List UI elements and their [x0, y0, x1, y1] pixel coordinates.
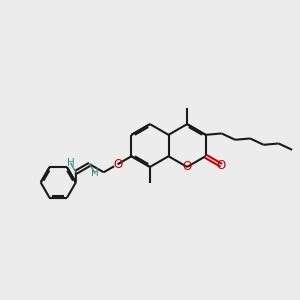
- Text: H: H: [67, 158, 74, 168]
- Text: H: H: [91, 168, 99, 178]
- Text: O: O: [217, 159, 226, 172]
- Text: O: O: [182, 160, 192, 173]
- Text: O: O: [113, 158, 122, 171]
